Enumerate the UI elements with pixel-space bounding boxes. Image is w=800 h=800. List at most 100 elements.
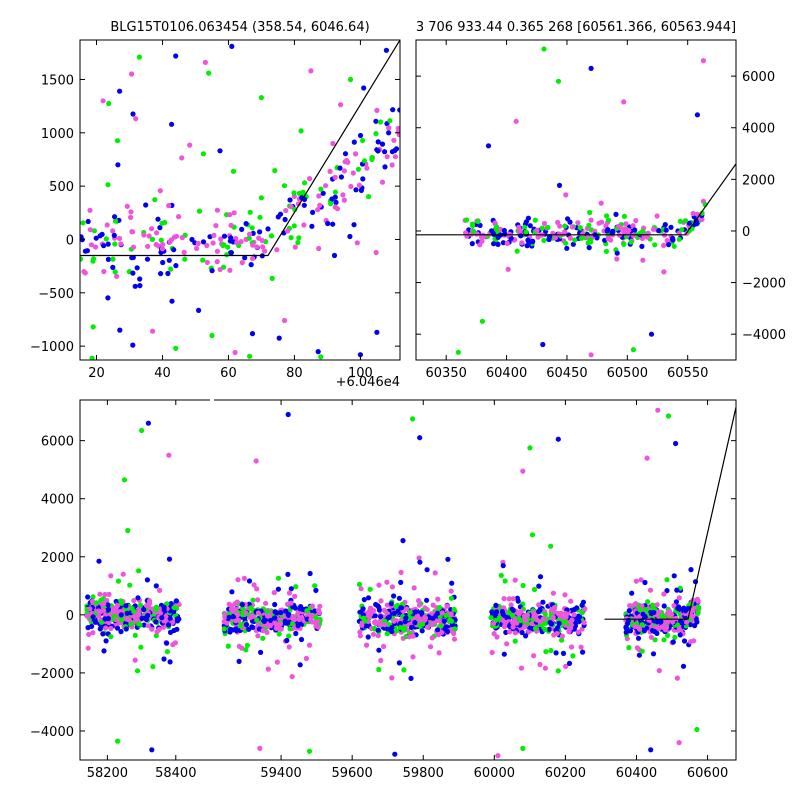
data-point	[391, 618, 397, 624]
data-point	[529, 532, 536, 538]
data-point	[166, 203, 172, 209]
data-point	[389, 162, 395, 168]
data-point	[137, 283, 143, 289]
data-point	[537, 661, 543, 668]
x-tick-label: 40	[154, 366, 171, 381]
data-point	[554, 630, 560, 637]
data-point	[93, 235, 99, 241]
data-point	[432, 570, 438, 576]
data-point	[168, 266, 174, 272]
data-point	[512, 577, 518, 583]
outlier-point	[648, 747, 654, 753]
data-point	[435, 632, 442, 638]
data-point	[247, 615, 253, 621]
data-point	[695, 598, 701, 604]
data-point	[149, 626, 155, 632]
data-point	[512, 638, 518, 644]
x-offset-label: +6.046e4	[336, 375, 400, 390]
outlier-point	[115, 738, 121, 744]
data-point	[509, 613, 516, 619]
data-point	[176, 601, 182, 608]
data-point	[408, 675, 414, 682]
data-point	[571, 607, 577, 613]
data-point	[365, 595, 372, 601]
data-point	[246, 235, 252, 241]
data-point	[360, 176, 366, 182]
data-point	[541, 616, 547, 622]
data-point	[567, 235, 574, 241]
data-point	[129, 71, 135, 77]
data-point	[189, 236, 195, 243]
data-point	[389, 625, 395, 631]
model-line	[416, 163, 736, 236]
data-point	[373, 118, 379, 124]
data-point	[119, 600, 125, 606]
data-point	[161, 656, 167, 662]
data-point	[537, 607, 543, 613]
data-point	[676, 595, 682, 601]
data-point	[86, 631, 92, 638]
data-point	[238, 623, 244, 629]
data-point	[498, 572, 504, 579]
outlier-point	[655, 407, 661, 413]
data-point	[289, 620, 295, 627]
data-point	[642, 579, 648, 586]
data-point	[165, 270, 171, 277]
data-point	[250, 624, 256, 631]
data-point	[111, 232, 117, 238]
data-point	[247, 353, 253, 359]
data-point	[666, 242, 672, 248]
data-point	[559, 637, 565, 643]
data-point	[630, 223, 636, 229]
data-point	[499, 609, 505, 615]
x-tick-label: 60500	[607, 366, 648, 381]
data-point	[234, 240, 240, 246]
data-point	[244, 642, 250, 649]
data-point	[105, 602, 111, 608]
data-point	[435, 627, 441, 633]
data-point	[556, 182, 563, 188]
data-point	[690, 210, 696, 217]
data-point	[313, 587, 319, 594]
outlier-point	[232, 349, 238, 356]
data-point	[391, 610, 397, 617]
data-point	[679, 227, 685, 233]
data-point	[396, 660, 402, 666]
data-point	[153, 241, 159, 248]
data-point	[155, 216, 161, 222]
data-point	[522, 224, 528, 230]
data-point	[320, 190, 326, 196]
outlier-point	[347, 76, 354, 83]
data-point	[214, 248, 220, 254]
data-point	[394, 628, 400, 634]
outlier-point	[149, 747, 155, 753]
data-point	[529, 620, 535, 627]
data-point	[106, 591, 112, 598]
data-point	[539, 225, 545, 231]
data-point	[378, 598, 384, 604]
data-point	[89, 623, 95, 630]
data-point	[332, 204, 338, 210]
data-point	[108, 573, 114, 579]
data-point	[265, 666, 271, 672]
data-point	[614, 256, 620, 262]
data-point	[675, 605, 681, 612]
data-point	[316, 610, 322, 616]
data-point	[604, 213, 610, 219]
model-line	[80, 40, 400, 257]
data-point	[145, 243, 151, 249]
data-point	[160, 242, 166, 248]
data-point	[555, 668, 561, 674]
data-point	[89, 355, 95, 360]
data-point	[661, 603, 667, 609]
data-point	[661, 269, 667, 275]
data-point	[548, 543, 554, 549]
data-point	[551, 605, 558, 611]
data-point	[632, 623, 638, 630]
data-point	[257, 229, 263, 235]
data-point	[255, 610, 261, 616]
data-point	[451, 606, 457, 613]
data-point	[428, 644, 434, 650]
outlier-point	[285, 411, 291, 418]
data-point	[571, 612, 577, 618]
